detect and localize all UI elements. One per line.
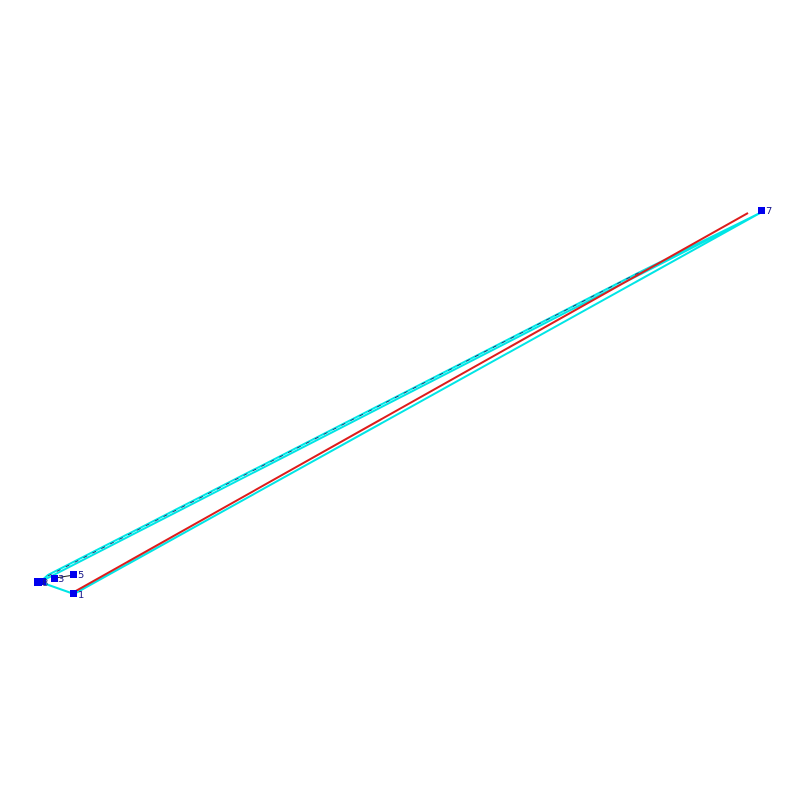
edge-highlight xyxy=(73,212,749,593)
node-label: 1 xyxy=(78,590,84,601)
node-label: 5 xyxy=(78,570,84,581)
edge-dashed xyxy=(47,271,641,577)
node xyxy=(70,571,77,578)
node xyxy=(34,578,42,586)
node-label: 8 xyxy=(42,578,48,589)
node-label: 7 xyxy=(766,206,772,217)
edge xyxy=(73,212,761,595)
node xyxy=(51,575,58,582)
node-label: 3 xyxy=(58,574,64,585)
node xyxy=(70,590,77,597)
node xyxy=(758,207,765,214)
node xyxy=(39,578,46,585)
